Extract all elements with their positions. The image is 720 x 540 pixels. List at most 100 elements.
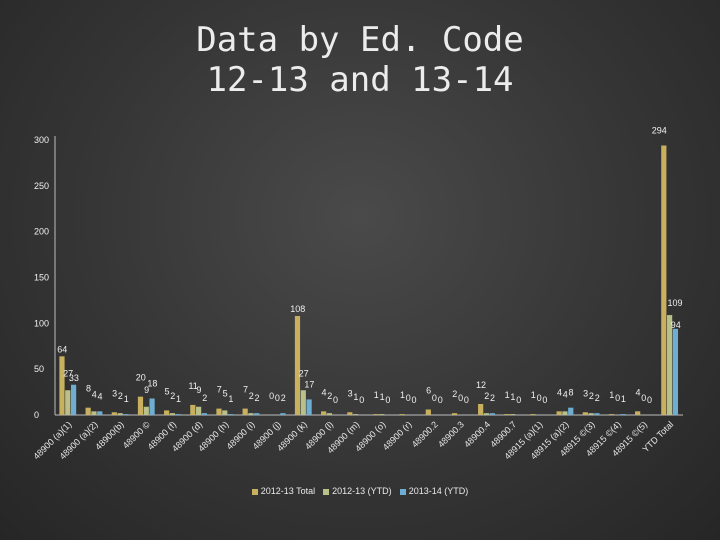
data-label: 5 bbox=[164, 386, 169, 396]
bar bbox=[635, 411, 641, 415]
bar bbox=[70, 384, 77, 415]
chart-title-line1: Data by Ed. Code bbox=[196, 20, 524, 60]
data-label: 0 bbox=[359, 395, 364, 405]
data-label: 3 bbox=[348, 388, 353, 398]
bar bbox=[242, 408, 248, 415]
bar bbox=[451, 413, 458, 415]
data-label: 8 bbox=[569, 388, 574, 398]
data-label: 2 bbox=[595, 393, 600, 403]
bar bbox=[164, 410, 170, 415]
data-label: 1 bbox=[124, 394, 129, 404]
bar bbox=[280, 413, 286, 415]
legend-item: 2013-14 (YTD) bbox=[399, 486, 469, 496]
bar bbox=[582, 412, 588, 415]
data-label: 18 bbox=[147, 379, 157, 389]
x-tick-label: 48900 (r) bbox=[381, 419, 414, 452]
bar bbox=[196, 406, 202, 415]
data-label: 27 bbox=[299, 368, 309, 378]
data-label: 2 bbox=[255, 393, 260, 403]
chart-legend: 2012-13 Total 2012-13 (YTD) 2013-14 (YTD) bbox=[0, 486, 720, 496]
bar bbox=[123, 414, 129, 415]
bar bbox=[504, 414, 510, 415]
data-label: 0 bbox=[412, 395, 417, 405]
data-label: 4 bbox=[92, 389, 97, 399]
bar bbox=[399, 414, 405, 415]
bar bbox=[661, 145, 667, 415]
data-label: 0 bbox=[537, 393, 542, 403]
data-label: 2 bbox=[589, 391, 594, 401]
bar bbox=[97, 411, 103, 415]
bar bbox=[620, 414, 626, 415]
x-tick-label: 48900.4 bbox=[462, 419, 492, 449]
bar bbox=[254, 413, 260, 415]
data-label: 7 bbox=[243, 385, 248, 395]
data-label: 2 bbox=[249, 391, 254, 401]
data-label: 8 bbox=[86, 384, 91, 394]
data-label: 1 bbox=[380, 392, 385, 402]
bar bbox=[489, 413, 495, 415]
bar bbox=[588, 413, 594, 415]
bar bbox=[321, 411, 327, 415]
bar bbox=[222, 410, 228, 415]
bar bbox=[672, 328, 679, 415]
data-label: 0 bbox=[458, 393, 463, 403]
y-tick-label: 0 bbox=[34, 410, 39, 420]
data-label: 1 bbox=[176, 394, 181, 404]
data-label: 94 bbox=[671, 320, 681, 330]
data-label: 2 bbox=[281, 393, 286, 403]
data-label: 17 bbox=[304, 379, 314, 389]
bar bbox=[149, 398, 155, 415]
data-label: 2 bbox=[170, 391, 175, 401]
data-label: 1 bbox=[400, 390, 405, 400]
bar bbox=[201, 413, 208, 415]
legend-swatch bbox=[399, 488, 406, 495]
data-label: 64 bbox=[57, 344, 67, 354]
data-label: 4 bbox=[321, 387, 326, 397]
bar bbox=[143, 406, 149, 415]
data-label: 0 bbox=[275, 393, 280, 403]
data-label: 1 bbox=[374, 390, 379, 400]
data-label: 1 bbox=[621, 394, 626, 404]
data-label: 2 bbox=[452, 389, 457, 399]
bar bbox=[608, 414, 615, 415]
bar bbox=[425, 409, 431, 415]
bar bbox=[530, 414, 536, 415]
data-label: 33 bbox=[69, 373, 79, 383]
data-label: 4 bbox=[98, 391, 103, 401]
data-label: 0 bbox=[438, 395, 443, 405]
bar bbox=[227, 414, 234, 415]
data-label: 1 bbox=[353, 392, 358, 402]
bar bbox=[353, 414, 359, 415]
legend-label: 2012-13 Total bbox=[260, 486, 316, 496]
data-label: 108 bbox=[290, 304, 305, 314]
data-label: 0 bbox=[516, 395, 521, 405]
data-label: 4 bbox=[563, 389, 568, 399]
x-tick-label: 48900.3 bbox=[436, 419, 466, 449]
data-label: 2 bbox=[118, 391, 123, 401]
data-label: 4 bbox=[557, 387, 562, 397]
data-label: 1 bbox=[531, 390, 536, 400]
data-label: 3 bbox=[112, 388, 117, 398]
bar bbox=[59, 356, 65, 415]
data-label: 294 bbox=[652, 126, 667, 136]
x-tick-label: 48900(b) bbox=[93, 419, 126, 452]
bar bbox=[667, 315, 673, 415]
data-label: 12 bbox=[476, 380, 486, 390]
chart-title: Data by Ed. Code 12-13 and 13-14 bbox=[0, 20, 720, 100]
data-label: 0 bbox=[647, 395, 652, 405]
y-tick-label: 100 bbox=[34, 318, 49, 328]
legend-label: 2012-13 (YTD) bbox=[332, 486, 392, 496]
data-label: 1 bbox=[510, 392, 515, 402]
legend-label: 2013-14 (YTD) bbox=[408, 486, 469, 496]
data-label: 20 bbox=[136, 373, 146, 383]
data-label: 0 bbox=[432, 393, 437, 403]
data-label: 3 bbox=[583, 388, 588, 398]
bar bbox=[169, 413, 176, 415]
y-tick-label: 50 bbox=[34, 364, 44, 374]
data-label: 109 bbox=[668, 298, 683, 308]
bar bbox=[175, 414, 181, 415]
bar bbox=[85, 407, 91, 415]
data-label: 2 bbox=[484, 391, 489, 401]
bar bbox=[373, 414, 379, 415]
